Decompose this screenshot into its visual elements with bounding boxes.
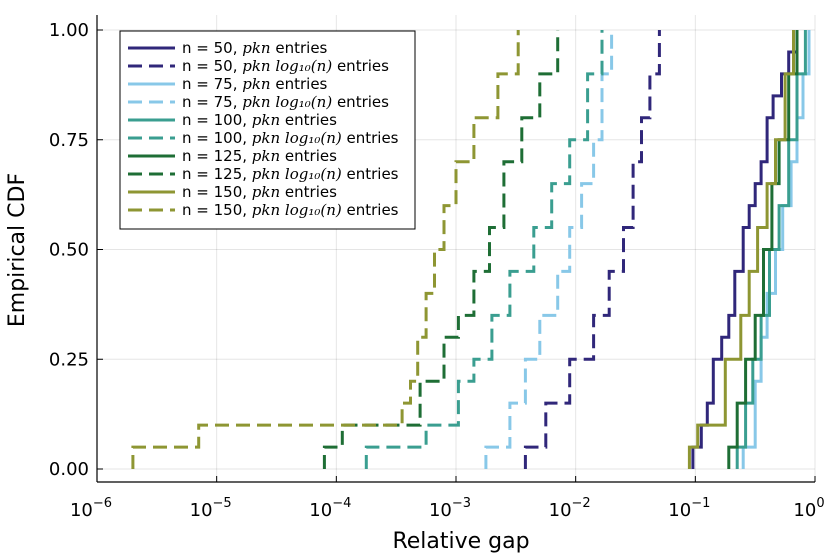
y-tick-label: 0.75 [49,130,89,151]
x-tick-label: 10−6 [70,496,112,521]
series-line-8 [322,30,560,469]
x-tick-label: 10−3 [429,496,471,521]
y-tick-label: 0.25 [49,349,89,370]
x-axis-title: Relative gap [392,529,529,554]
x-tick-label: 10−1 [668,496,710,521]
legend-entry-8: n = 125, pkn log₁₀(n) entries [182,165,399,183]
x-tick-label: 100 [793,496,824,521]
y-tick-label: 0.50 [49,240,89,261]
y-tick-label: 0.00 [49,459,89,480]
axes [96,15,816,483]
x-tick-label: 10−4 [309,496,351,521]
legend-entry-6: n = 100, pkn log₁₀(n) entries [182,129,399,147]
x-tick-label: 10−2 [549,496,591,521]
legend-box [119,30,416,230]
legend-entry-7: n = 125, pkn entries [182,147,337,165]
legend-entry-3: n = 75, pkn entries [182,75,328,93]
legend-entry-5: n = 100, pkn entries [182,111,337,129]
y-tick-label: 1.00 [49,20,89,41]
tick-labels: 10−6 10−5 10−4 10−3 10−2 10−1 100 0.00 0.25 0.50 0… [49,20,825,521]
series-line-1 [691,30,799,469]
series-line-10 [131,30,520,469]
legend-entry-2: n = 50, pkn log₁₀(n) entries [182,57,389,75]
series-line-2 [523,30,661,469]
y-axis-title: Empirical CDF [5,173,30,327]
series-line-6 [364,30,604,469]
legend-entry-4: n = 75, pkn log₁₀(n) entries [182,93,389,111]
legend-entry-9: n = 150, pkn entries [182,183,337,201]
legend-entry-1: n = 50, pkn entries [182,39,328,57]
series-layer [131,30,811,469]
series-line-7 [727,30,799,469]
series-line-9 [687,30,795,469]
series-line-5 [735,30,807,469]
series-line-4 [484,30,614,469]
x-tick-label: 10−5 [190,496,232,521]
legend-entry-10: n = 150, pkn log₁₀(n) entries [182,201,399,219]
